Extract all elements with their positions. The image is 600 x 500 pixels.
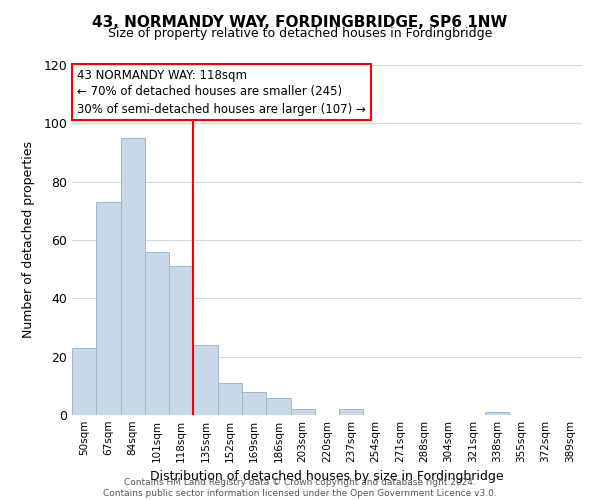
Bar [485, 412, 509, 415]
Bar [193, 345, 218, 415]
Bar [242, 392, 266, 415]
Bar [121, 138, 145, 415]
X-axis label: Distribution of detached houses by size in Fordingbridge: Distribution of detached houses by size … [150, 470, 504, 484]
Bar [72, 348, 96, 415]
Bar [145, 252, 169, 415]
Bar [169, 266, 193, 415]
Bar [266, 398, 290, 415]
Text: Size of property relative to detached houses in Fordingbridge: Size of property relative to detached ho… [108, 28, 492, 40]
Text: 43, NORMANDY WAY, FORDINGBRIDGE, SP6 1NW: 43, NORMANDY WAY, FORDINGBRIDGE, SP6 1NW [92, 15, 508, 30]
Bar [218, 383, 242, 415]
Bar [96, 202, 121, 415]
Y-axis label: Number of detached properties: Number of detached properties [22, 142, 35, 338]
Text: 43 NORMANDY WAY: 118sqm
← 70% of detached houses are smaller (245)
30% of semi-d: 43 NORMANDY WAY: 118sqm ← 70% of detache… [77, 68, 366, 116]
Text: Contains HM Land Registry data © Crown copyright and database right 2024.
Contai: Contains HM Land Registry data © Crown c… [103, 478, 497, 498]
Bar [339, 409, 364, 415]
Bar [290, 409, 315, 415]
